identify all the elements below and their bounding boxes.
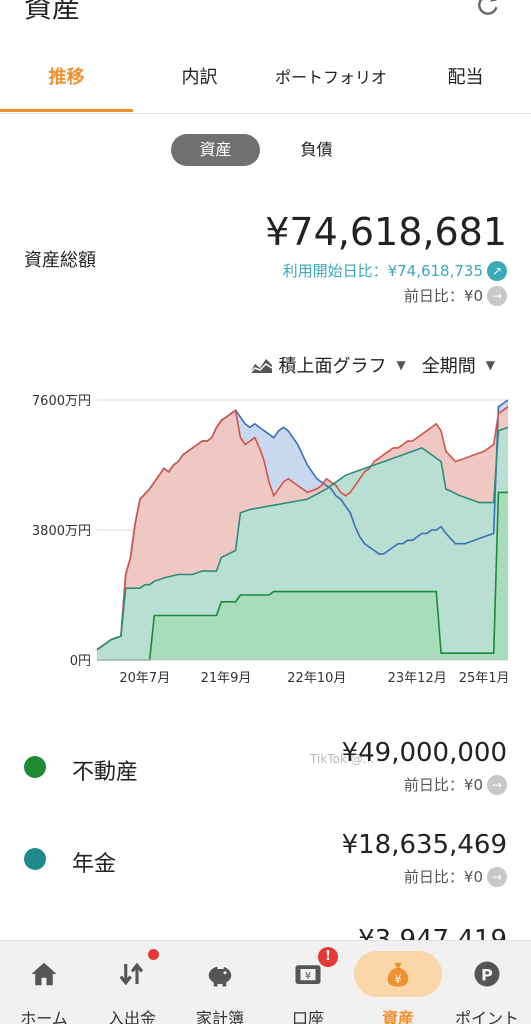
tab-portfolio[interactable]: ポートフォリオ: [274, 68, 387, 87]
app-header: 資産: [0, 0, 531, 40]
arrow-right-icon: →: [487, 866, 507, 887]
nav-label: 入出金: [107, 1009, 156, 1024]
points-icon: P: [474, 961, 500, 987]
bottom-nav: ホーム 入出金 家計簿 ¥ ! 口座 ¥ 資産: [0, 940, 531, 1024]
alert-badge-icon: !: [318, 947, 338, 967]
nav-accounts[interactable]: ¥ ! 口座: [264, 941, 352, 1024]
since-start-change[interactable]: 利用開始日比：¥74,618,735 ↗: [283, 260, 507, 281]
prev-day-text: 前日比：¥0: [403, 287, 483, 305]
x-tick-label: 25年1月: [459, 671, 510, 686]
legend-dot: [24, 756, 46, 778]
nav-household[interactable]: 家計簿: [176, 941, 264, 1024]
y-tick-label: 3800万円: [32, 524, 91, 539]
x-tick-label: 21年9月: [201, 671, 252, 686]
segment-liabilities[interactable]: 負債: [300, 140, 333, 159]
tab-breakdown[interactable]: 内訳: [181, 67, 218, 88]
chart-controls: 積上面グラフ ▼ 全期間 ▼: [249, 352, 495, 378]
period-select[interactable]: 全期間: [421, 356, 476, 377]
page-title: 資産: [24, 0, 81, 24]
money-bag-icon: ¥: [387, 962, 409, 987]
nav-home[interactable]: ホーム: [0, 941, 88, 1024]
svg-text:¥: ¥: [394, 973, 401, 986]
wallet-icon: ¥: [295, 965, 321, 984]
x-tick-label: 20年7月: [119, 671, 170, 686]
stacked-area-icon: [249, 359, 272, 374]
piggy-bank-icon: [208, 966, 232, 987]
nav-label: 口座: [291, 1009, 324, 1024]
chevron-down-icon[interactable]: ▼: [396, 358, 406, 372]
arrow-right-icon: →: [487, 285, 507, 306]
segment-assets[interactable]: 資産: [171, 134, 260, 166]
tab-dividend[interactable]: 配当: [447, 67, 484, 88]
nav-assets[interactable]: ¥ 資産: [352, 941, 442, 1024]
arrow-right-icon: →: [487, 774, 507, 795]
x-tick-label: 22年10月: [287, 671, 346, 686]
series-cash-line: [96, 406, 509, 651]
legend-value: ¥18,635,469: [341, 830, 507, 860]
y-tick-label: 0円: [70, 654, 91, 669]
series-pension-line: [96, 426, 509, 651]
legend-sub: 前日比：¥0 →: [404, 866, 507, 887]
arrow-up-right-icon: ↗: [487, 260, 507, 281]
tab-bar: 推移 内訳 ポートフォリオ 配当: [0, 50, 531, 114]
svg-text:P: P: [481, 965, 493, 984]
nav-label: ホーム: [20, 1009, 68, 1024]
refresh-icon[interactable]: [475, 0, 501, 18]
tab-indicator: [0, 109, 133, 112]
nav-label: 資産: [381, 1009, 414, 1024]
legend-dot: [24, 848, 46, 870]
series-real-estate-line: [97, 491, 508, 661]
legend-sub-text: 前日比：¥0: [403, 776, 483, 794]
prev-day-change: 前日比：¥0 →: [404, 285, 507, 306]
x-tick-label: 23年12月: [388, 671, 447, 686]
asset-area-chart[interactable]: 7600万円 3800万円 0円 20年7月 21年9月 22年10月 23年12月 25年1…: [0, 390, 531, 690]
since-start-text: 利用開始日比：¥74,618,735: [282, 262, 483, 280]
watermark-text: TikTok @...: [310, 752, 375, 766]
legend-sub: 前日比：¥0 →: [404, 774, 507, 795]
nav-points[interactable]: P ポイント: [443, 941, 531, 1024]
legend-name: 不動産: [72, 760, 139, 785]
chart-type-select[interactable]: 積上面グラフ: [278, 356, 387, 377]
series-real-estate-area: [97, 492, 508, 660]
legend-name: 年金: [72, 852, 117, 877]
nav-transfers[interactable]: 入出金: [88, 941, 176, 1024]
transfer-icon: [119, 962, 144, 986]
legend-sub-text: 前日比：¥0: [403, 868, 483, 886]
chevron-down-icon[interactable]: ▼: [485, 358, 495, 372]
nav-label: ポイント: [454, 1009, 519, 1024]
total-assets-label: 資産総額: [24, 250, 96, 271]
legend-row-pension[interactable]: 年金 ¥18,635,469 前日比：¥0 →: [0, 830, 531, 890]
total-assets-value: ¥74,618,681: [265, 210, 507, 254]
home-icon: [31, 962, 57, 986]
svg-text:¥: ¥: [305, 971, 311, 982]
notification-dot: [148, 949, 159, 960]
legend-value: ¥49,000,000: [341, 738, 507, 768]
y-tick-label: 7600万円: [32, 394, 91, 409]
tab-trend[interactable]: 推移: [48, 67, 85, 88]
legend-row-real-estate[interactable]: 不動産 ¥49,000,000 前日比：¥0 →: [0, 738, 531, 798]
nav-label: 家計簿: [195, 1009, 244, 1024]
